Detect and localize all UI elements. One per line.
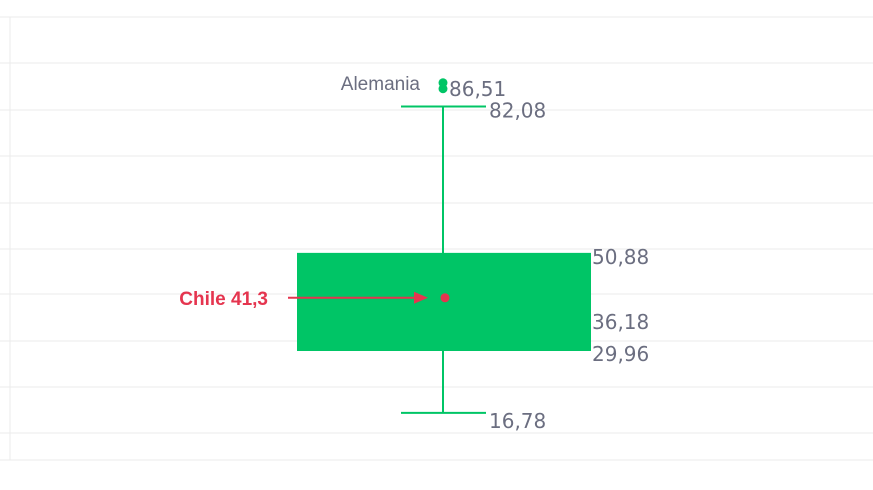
whisker-high-label: 82,08 xyxy=(489,99,546,123)
q1-label: 29,96 xyxy=(592,342,649,366)
outlier-point xyxy=(438,84,448,94)
outlier-points: Alemania 86,51 xyxy=(341,74,506,101)
highlight-point xyxy=(440,293,450,303)
outlier-value-label: 86,51 xyxy=(449,77,506,101)
q3-label: 50,88 xyxy=(592,245,649,269)
highlight-arrowhead xyxy=(414,291,428,304)
outlier-name-label: Alemania xyxy=(341,74,421,95)
grid-lines xyxy=(0,16,873,461)
highlight-label: Chile 41,3 xyxy=(179,289,268,310)
median-label: 36,18 xyxy=(592,310,649,334)
whisker-low-label: 16,78 xyxy=(489,409,546,433)
